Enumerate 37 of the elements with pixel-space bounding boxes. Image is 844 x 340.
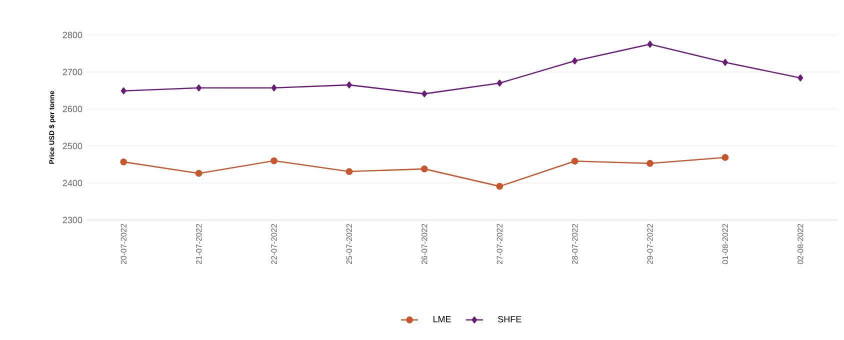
y-tick-label: 2300 (62, 216, 82, 224)
y-tick-label: 2700 (62, 68, 82, 76)
y-tick-label: 2800 (62, 32, 82, 38)
x-tick-label: 27-07-2022 (496, 224, 502, 264)
point (422, 90, 428, 98)
point (120, 158, 128, 166)
point (120, 87, 126, 94)
y-tick-label: 2600 (62, 106, 82, 112)
point (195, 170, 202, 177)
point (420, 165, 428, 172)
point (722, 154, 729, 161)
point (798, 74, 804, 82)
point (572, 57, 578, 64)
point (647, 40, 653, 48)
point (646, 160, 654, 167)
point (346, 168, 353, 175)
point (271, 84, 277, 92)
legend-label: SHFE (498, 316, 522, 322)
x-tick-label: 22-07-2022 (271, 224, 277, 264)
x-tick-label: 25-07-2022 (346, 224, 352, 264)
point (196, 84, 202, 92)
x-tick-label: 02-08-2022 (798, 224, 804, 264)
point (496, 182, 504, 190)
legend-label: LME (433, 316, 451, 322)
y-tick-label: 2400 (62, 180, 82, 186)
point (496, 80, 502, 87)
x-tick-label: 28-07-2022 (572, 224, 578, 264)
x-tick-label: 20-07-2022 (120, 224, 126, 264)
y-tick-label: 2500 (62, 142, 82, 150)
x-tick-label: 21-07-2022 (196, 224, 202, 264)
x-tick-label: 01-08-2022 (722, 224, 728, 264)
x-tick-label: 26-07-2022 (422, 224, 428, 264)
point (346, 81, 352, 88)
x-tick-label: 29-07-2022 (647, 224, 653, 264)
point (571, 158, 578, 165)
point (270, 157, 278, 164)
point (722, 58, 728, 66)
